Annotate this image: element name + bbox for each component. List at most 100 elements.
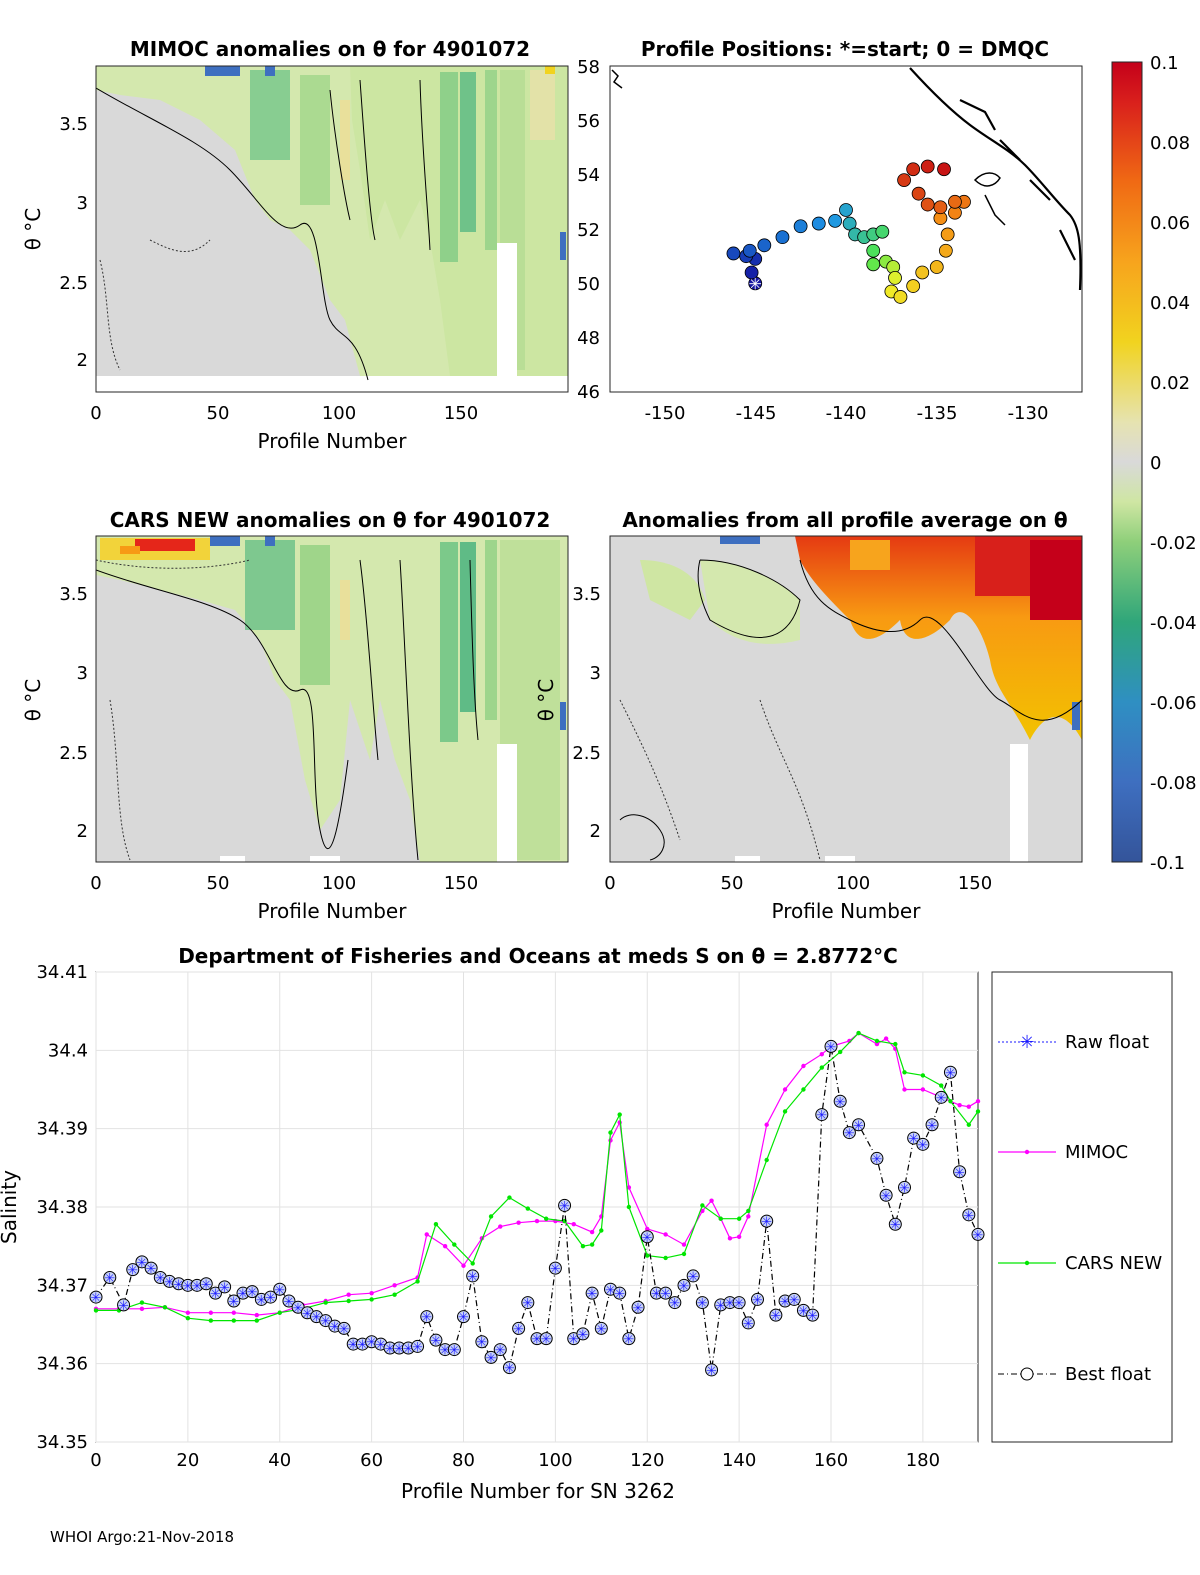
- data-point: [442, 1243, 448, 1249]
- data-point: [185, 1316, 191, 1321]
- raw-float-point: ✳: [219, 1281, 230, 1296]
- best-float-point: [898, 1180, 911, 1194]
- track-point: [866, 257, 881, 272]
- best-float-point: [705, 1363, 719, 1377]
- data-point: [254, 1318, 259, 1323]
- data-point: [543, 1216, 549, 1221]
- raw-float-point: ✳: [476, 1336, 487, 1351]
- positions-panel-title: Profile Positions: *=start; 0 = DMQC: [641, 37, 1049, 61]
- raw-float-point: ✳: [532, 1333, 543, 1348]
- salinity-x-label: Profile Number for SN 3262: [401, 1479, 675, 1503]
- raw-float-point: ✳: [495, 1344, 506, 1359]
- raw-float-point: ✳: [467, 1270, 478, 1285]
- y-tick: 50: [577, 274, 600, 295]
- data-point: [819, 1065, 825, 1070]
- best-float-point: [760, 1214, 774, 1228]
- colorbar-tick: 0.06: [1150, 213, 1190, 234]
- positions-y-ticks: 46 48 50 52 54 56 58: [577, 57, 600, 403]
- best-float-point: [199, 1277, 213, 1291]
- best-float-point: [907, 1131, 921, 1145]
- y-tick: 56: [577, 111, 600, 132]
- raw-float-point: ✳: [605, 1283, 616, 1298]
- x-tick: 140: [722, 1450, 756, 1471]
- best-float-point: [420, 1310, 434, 1324]
- y-tick: 34.39: [36, 1119, 88, 1140]
- data-point: [599, 1228, 604, 1233]
- best-float-point: [815, 1108, 829, 1122]
- raw-float-point: ✳: [192, 1279, 203, 1294]
- x-tick: 40: [268, 1450, 291, 1471]
- mimoc-x-ticks: 0 50 100 150: [90, 403, 478, 424]
- raw-float-point: ✳: [339, 1322, 350, 1337]
- raw-float-point: ✳: [761, 1215, 772, 1230]
- raw-float-point: ✳: [403, 1342, 414, 1357]
- best-float-point: [558, 1198, 572, 1212]
- best-float-point: [640, 1230, 654, 1244]
- data-point: [415, 1279, 420, 1284]
- best-float-point: [264, 1290, 278, 1304]
- data-point: [208, 1318, 214, 1323]
- raw-float-point: ✳: [210, 1287, 221, 1302]
- track-point: [866, 243, 881, 258]
- float-track: ✳: [726, 159, 971, 304]
- track-point: [757, 238, 772, 253]
- best-float-point: [971, 1227, 985, 1241]
- colorbar-tick: -0.1: [1150, 853, 1185, 874]
- raw-float-point: ✳: [927, 1119, 938, 1134]
- best-float-point: [208, 1286, 222, 1300]
- best-float-point: [695, 1296, 709, 1310]
- data-point: [162, 1305, 168, 1310]
- cars-x-label: Profile Number: [258, 899, 408, 923]
- y-tick: 3: [77, 193, 88, 214]
- raw-float-point: ✳: [826, 1040, 837, 1055]
- raw-float-point: ✳: [623, 1333, 634, 1348]
- best-float-point: [613, 1286, 627, 1300]
- track-point: [888, 270, 902, 285]
- data-point: [966, 1104, 972, 1109]
- coastline: [611, 67, 1082, 291]
- colorbar-tick: -0.02: [1150, 533, 1197, 554]
- best-float-point: [135, 1255, 149, 1269]
- track-point: [915, 265, 930, 280]
- series-line: [96, 1032, 979, 1322]
- data-point: [452, 1242, 457, 1247]
- data-point: [433, 1222, 439, 1227]
- best-float-point: [411, 1339, 425, 1353]
- y-tick: 2: [77, 821, 88, 842]
- raw-float-point: ✳: [302, 1307, 313, 1322]
- data-point: [626, 1204, 632, 1210]
- raw-float-point: ✳: [449, 1344, 460, 1359]
- best-float-point: [833, 1094, 847, 1108]
- y-tick: 58: [577, 57, 600, 78]
- allavg-panel-title: Anomalies from all profile average on θ: [622, 508, 1067, 532]
- raw-float-point: ✳: [789, 1293, 800, 1308]
- y-tick: 2: [590, 821, 601, 842]
- mimoc-anomaly-panel: MIMOC anomalies on θ for 4901072: [21, 37, 569, 453]
- best-float-point: [89, 1290, 103, 1304]
- best-float-point: [916, 1137, 930, 1151]
- raw-float-point: ✳: [513, 1322, 524, 1337]
- raw-float-point: ✳: [679, 1279, 690, 1294]
- data-point: [902, 1087, 907, 1092]
- track-point: [937, 162, 951, 177]
- x-tick: -150: [645, 403, 686, 424]
- data-point: [874, 1041, 880, 1047]
- salinity-chart: Department of Fisheries and Oceans at me…: [0, 944, 1173, 1503]
- raw-float-point: ✳: [614, 1287, 625, 1302]
- raw-float-point: ✳: [734, 1297, 745, 1312]
- legend-raw-float: ✳ Raw float: [998, 1032, 1149, 1053]
- raw-float-point: ✳: [963, 1209, 974, 1224]
- data-point: [470, 1261, 475, 1266]
- best-float-point: [953, 1165, 967, 1179]
- data-point: [208, 1310, 214, 1315]
- best-float-point: [227, 1294, 241, 1308]
- best-float-point: [934, 1090, 948, 1104]
- mimoc-anomaly-field: [96, 66, 568, 392]
- track-point: [906, 279, 921, 293]
- raw-float-point: ✳: [91, 1291, 102, 1306]
- x-tick: 100: [836, 873, 870, 894]
- raw-float-point: ✳: [412, 1340, 423, 1355]
- allavg-anomaly-panel: Anomalies from all profile average on θ …: [534, 508, 1083, 923]
- best-float-point: [594, 1321, 608, 1335]
- raw-float-point: ✳: [669, 1297, 680, 1312]
